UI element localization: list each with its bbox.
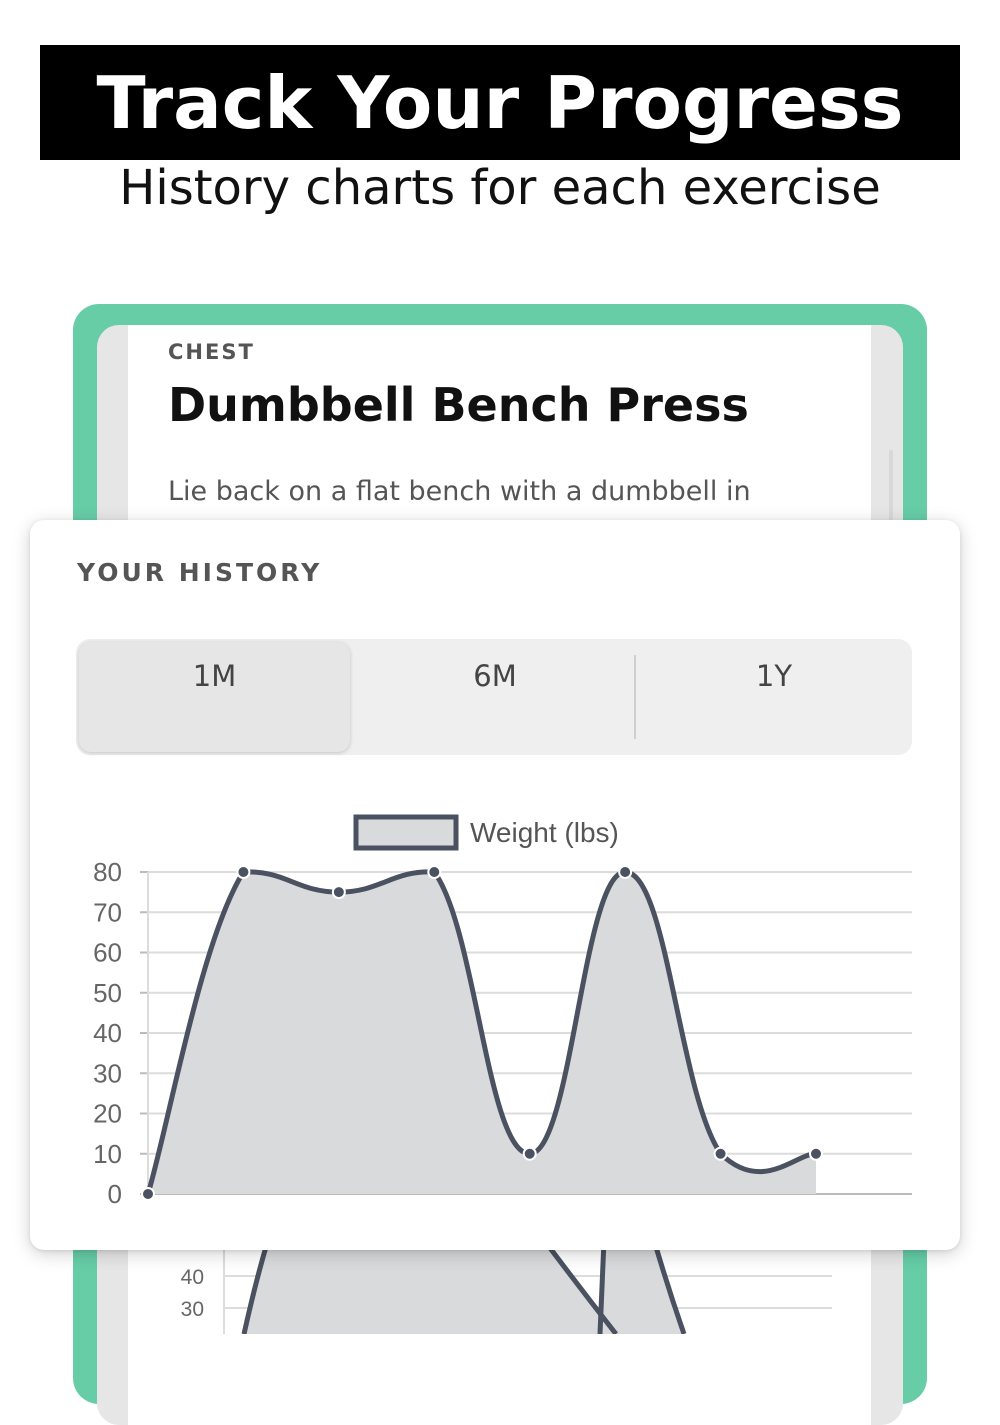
exercise-title: Dumbbell Bench Press (168, 378, 749, 432)
y-tick-label: 70 (93, 897, 122, 927)
data-point[interactable] (522, 1146, 537, 1161)
range-tab-1m[interactable]: 1M (79, 642, 350, 752)
y-tick-label: 80 (93, 857, 122, 887)
y-tick-label: 40 (93, 1018, 122, 1048)
data-point[interactable] (331, 885, 346, 900)
history-chart: Weight (lbs) 0 10 20 30 40 50 60 70 80 (93, 814, 912, 1209)
bg-y-tick-label: 30 (181, 1298, 204, 1321)
y-tick-label: 50 (93, 978, 122, 1008)
range-divider (634, 655, 636, 739)
y-tick-label: 10 (93, 1139, 122, 1169)
bg-y-tick-label: 40 (181, 1266, 204, 1289)
exercise-category: CHEST (168, 340, 255, 364)
exercise-description: Lie back on a flat bench with a dumbbell… (168, 476, 751, 507)
y-tick-label: 0 (108, 1179, 122, 1209)
history-label: YOUR HISTORY (77, 558, 323, 587)
chart-plot (141, 865, 823, 1201)
data-point[interactable] (141, 1187, 155, 1201)
bg-series-area (242, 1240, 684, 1334)
promo-title: Track Your Progress (96, 60, 904, 145)
range-selector: 1M 6M 1Y (76, 639, 912, 755)
data-point[interactable] (618, 865, 633, 879)
series-area (148, 871, 816, 1194)
data-point[interactable] (713, 1146, 728, 1161)
data-point[interactable] (427, 865, 442, 879)
chart-legend[interactable]: Weight (lbs) (353, 814, 619, 851)
y-tick-label: 30 (93, 1058, 122, 1088)
promo-subtitle: History charts for each exercise (119, 160, 881, 216)
range-tab-6m[interactable]: 6M (473, 659, 517, 693)
history-card: YOUR HISTORY 1M 6M 1Y Weight (lbs) 0 10 20… (30, 520, 960, 1250)
data-point[interactable] (236, 865, 251, 879)
range-tab-1y[interactable]: 1Y (755, 659, 793, 693)
promo-banner: Track Your Progress (40, 45, 960, 160)
y-tick-label: 60 (93, 938, 122, 968)
scrollbar[interactable] (889, 450, 893, 520)
legend-swatch (353, 814, 459, 851)
data-point[interactable] (809, 1146, 823, 1161)
y-tick-label: 20 (93, 1099, 122, 1129)
bg-series-line (542, 1240, 618, 1334)
legend-label: Weight (lbs) (470, 817, 619, 848)
